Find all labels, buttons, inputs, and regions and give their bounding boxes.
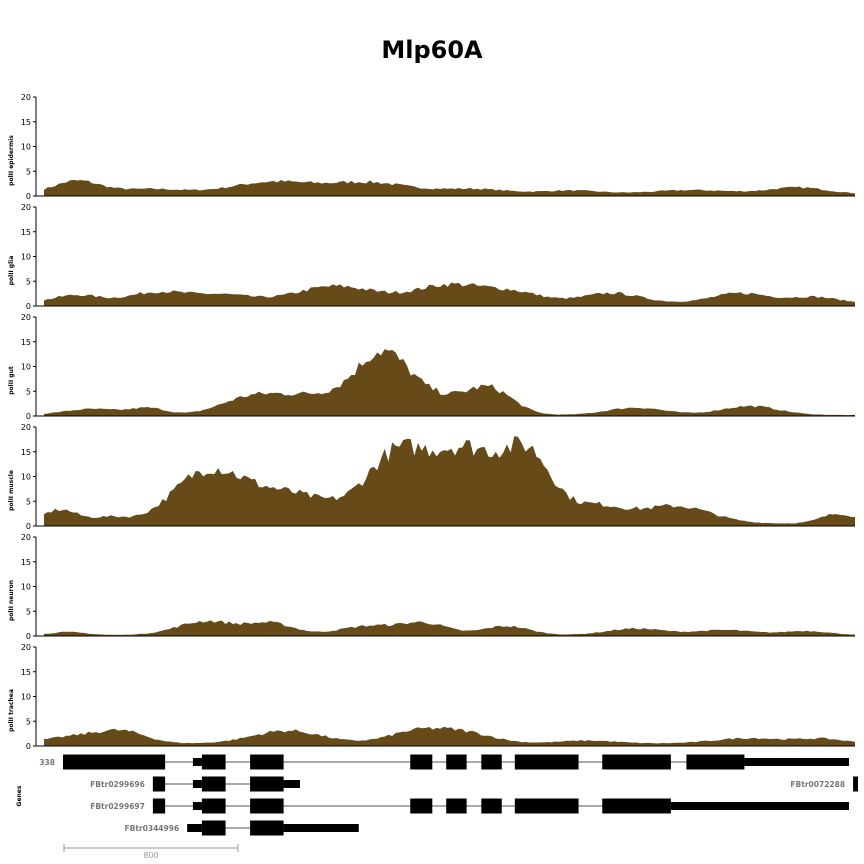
exon-block [201,820,226,836]
y-axis-label: polII muscle [8,470,15,511]
exon-block [481,798,502,814]
y-tick-label: 15 [21,228,31,237]
y-tick-label: 10 [21,143,31,152]
y-axis-label: polII neuron [8,580,15,621]
y-axis-label: polII glia [8,256,15,285]
y-axis-label: polII gut [8,366,15,395]
exon-block [250,798,284,814]
transcript-label: FBtr0299697 [90,802,145,811]
transcript-label: 338 [39,758,55,767]
scale-bar-label: 800 [143,851,158,860]
y-tick-label: 5 [26,277,31,286]
track-polii-neuron: 0 5 10 15 20 polII neuron [8,533,855,641]
exon-block [853,776,858,792]
utr-block [192,802,202,810]
y-tick-label: 10 [21,583,31,592]
y-tick-label: 20 [21,313,31,322]
exon-block [250,820,284,836]
exon-block [250,754,284,770]
transcript-fbtr0344996: FBtr0344996 [125,820,359,836]
exon-block [686,754,745,770]
y-tick-label: 20 [21,203,31,212]
y-tick-label: 10 [21,693,31,702]
y-tick-label: 5 [26,497,31,506]
exon-block [201,754,226,770]
track-polii-muscle: 0 5 10 15 20 polII muscle [8,423,855,531]
y-axis-label: polII epidermis [8,135,15,186]
coverage-tracks: 0 5 10 15 20 polII epidermis 0 5 10 15 20 polII gli… [8,93,855,751]
y-tick-label: 15 [21,448,31,457]
track-polii-glia: 0 5 10 15 20 polII glia [8,203,855,311]
exon-block [410,798,433,814]
exon-block [602,754,671,770]
exon-block [63,754,166,770]
y-tick-label: 15 [21,338,31,347]
utr-block [744,758,849,766]
exon-block [201,776,226,792]
coverage-area [44,282,855,306]
utr-block [670,802,849,810]
track-polii-epidermis: 0 5 10 15 20 polII epidermis [8,93,855,201]
coverage-area [44,179,855,196]
y-tick-label: 20 [21,643,31,652]
exon-block [481,754,502,770]
transcript-fbtr0299697: FBtr0299697 [90,798,849,814]
exon-block [446,754,467,770]
transcript-label: FBtr0344996 [125,824,180,833]
y-tick-label: 5 [26,607,31,616]
transcript-fbtr0299696: FBtr0299696 [90,776,300,792]
y-tick-label: 20 [21,533,31,542]
y-tick-label: 15 [21,558,31,567]
y-tick-label: 5 [26,387,31,396]
gene-model-panel: Genes 338 FBtr0299696 FBtr0299697 FBtr034499… [16,754,858,860]
y-axis-label: polII trachea [8,689,15,732]
exon-block [514,798,579,814]
track-polii-trachea: 0 5 10 15 20 polII trachea [8,643,855,751]
utr-block [192,758,202,766]
y-tick-label: 0 [26,742,31,751]
y-tick-label: 0 [26,192,31,201]
track-polii-gut: 0 5 10 15 20 polII gut [8,313,855,421]
coverage-area [44,349,855,416]
exon-block [250,776,284,792]
y-tick-label: 5 [26,167,31,176]
y-tick-label: 15 [21,118,31,127]
chart-title: Mlp60A [381,36,483,64]
transcript-label: FBtr0299696 [90,780,145,789]
y-tick-label: 10 [21,363,31,372]
utr-block [187,824,202,832]
y-tick-label: 10 [21,253,31,262]
exon-block [602,798,671,814]
y-tick-label: 0 [26,302,31,311]
y-tick-label: 10 [21,473,31,482]
exon-block [514,754,579,770]
utr-block [283,824,359,832]
y-tick-label: 0 [26,522,31,531]
transcript-fbtr0072288: FBtr0072288 [790,776,858,792]
genes-label: Genes [16,785,23,806]
coverage-area [44,620,855,636]
exon-block [446,798,467,814]
exon-block [201,798,226,814]
exon-block [152,798,166,814]
coverage-area [44,436,855,526]
y-tick-label: 5 [26,717,31,726]
utr-block [192,780,202,788]
y-tick-label: 15 [21,668,31,677]
y-tick-label: 20 [21,93,31,102]
transcript-label: FBtr0072288 [790,780,845,789]
coverage-area [44,726,855,746]
y-tick-label: 0 [26,412,31,421]
y-tick-label: 0 [26,632,31,641]
exon-block [152,776,166,792]
y-tick-label: 20 [21,423,31,432]
exon-block [410,754,433,770]
transcript-338: 338 [39,754,849,770]
scale-bar: 800 [63,844,239,860]
utr-block [283,780,300,788]
